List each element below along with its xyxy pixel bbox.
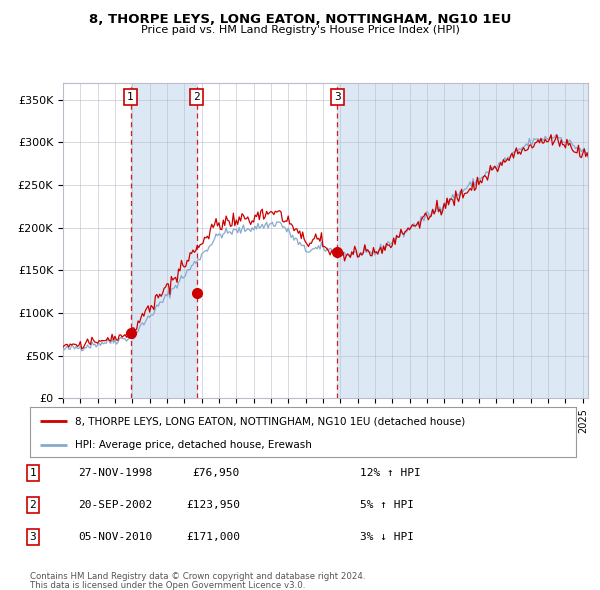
Text: HPI: Average price, detached house, Erewash: HPI: Average price, detached house, Erew… bbox=[75, 440, 311, 450]
Text: 27-NOV-1998: 27-NOV-1998 bbox=[78, 468, 152, 478]
Text: Contains HM Land Registry data © Crown copyright and database right 2024.: Contains HM Land Registry data © Crown c… bbox=[30, 572, 365, 581]
Text: £76,950: £76,950 bbox=[193, 468, 240, 478]
Text: 5% ↑ HPI: 5% ↑ HPI bbox=[360, 500, 414, 510]
Text: 1: 1 bbox=[29, 468, 37, 478]
Bar bbox=[131, 83, 197, 398]
Text: Price paid vs. HM Land Registry's House Price Index (HPI): Price paid vs. HM Land Registry's House … bbox=[140, 25, 460, 35]
Text: 3% ↓ HPI: 3% ↓ HPI bbox=[360, 532, 414, 542]
Text: This data is licensed under the Open Government Licence v3.0.: This data is licensed under the Open Gov… bbox=[30, 581, 305, 590]
Text: 05-NOV-2010: 05-NOV-2010 bbox=[78, 532, 152, 542]
Text: 1: 1 bbox=[127, 92, 134, 102]
Text: 2: 2 bbox=[193, 92, 200, 102]
Text: £171,000: £171,000 bbox=[186, 532, 240, 542]
Text: 8, THORPE LEYS, LONG EATON, NOTTINGHAM, NG10 1EU: 8, THORPE LEYS, LONG EATON, NOTTINGHAM, … bbox=[89, 13, 511, 26]
Text: 3: 3 bbox=[29, 532, 37, 542]
Text: 20-SEP-2002: 20-SEP-2002 bbox=[78, 500, 152, 510]
Bar bbox=[337, 83, 588, 398]
Text: 8, THORPE LEYS, LONG EATON, NOTTINGHAM, NG10 1EU (detached house): 8, THORPE LEYS, LONG EATON, NOTTINGHAM, … bbox=[75, 416, 465, 426]
Text: 3: 3 bbox=[334, 92, 341, 102]
Text: 2: 2 bbox=[29, 500, 37, 510]
Text: £123,950: £123,950 bbox=[186, 500, 240, 510]
Text: 12% ↑ HPI: 12% ↑ HPI bbox=[360, 468, 421, 478]
